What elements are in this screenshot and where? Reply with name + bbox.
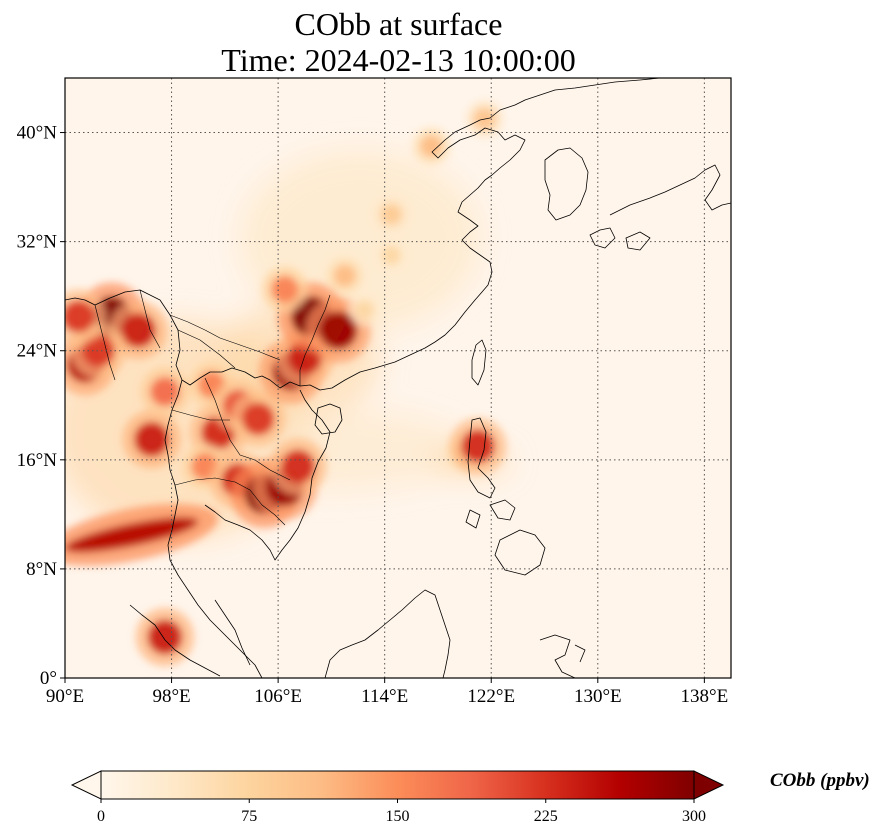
colorbar-tick-label: 300: [682, 808, 706, 825]
hotspot: [271, 275, 299, 303]
hotspot: [65, 300, 95, 333]
hotspot: [147, 619, 183, 655]
x-tick-label: 114°E: [361, 686, 408, 707]
x-tick-label: 130°E: [574, 686, 622, 707]
coastline-indochina: [164, 379, 331, 678]
colorbar-label: CObb (ppbv): [770, 770, 870, 791]
chart-subtitle: Time: 2024-02-13 10:00:00: [221, 42, 576, 78]
y-tick-label: 32°N: [17, 232, 58, 253]
border-lines: [94, 289, 331, 526]
x-tick-label: 90°E: [46, 686, 84, 707]
hotspot: [318, 311, 358, 350]
y-tick-label: 16°N: [17, 450, 58, 471]
map-frame: [64, 77, 732, 679]
plume-core: [65, 517, 199, 553]
coastline-korea: [544, 147, 589, 221]
colorbar-tick-label: 225: [534, 808, 558, 825]
colorbar-ticks: 0 75 150 225 300: [97, 799, 706, 825]
hotspot: [134, 422, 169, 457]
colorbar: 0 75 150 225 300 CObb (ppbv): [70, 770, 870, 825]
coastline-taiwan: [471, 339, 487, 386]
hotspot: [150, 377, 180, 407]
graticule: [65, 78, 731, 678]
coastline-japan: [589, 164, 731, 251]
hotspot: [420, 135, 443, 158]
coastline-visayas-mindanao: [465, 499, 546, 576]
hotspot: [382, 246, 401, 265]
colorbar-extend-max: [693, 770, 725, 800]
hotspot: [281, 449, 315, 484]
x-tick-label: 98°E: [152, 686, 190, 707]
coastline-sulawesi: [539, 634, 586, 678]
x-tick-label: 106°E: [254, 686, 302, 707]
hotspot: [461, 429, 495, 463]
colorbar-tick-label: 0: [97, 808, 105, 825]
hotspot: [241, 402, 275, 436]
hotspot: [355, 300, 374, 320]
colorbar-extend-min: [70, 770, 102, 800]
colorbar-tick-label: 75: [241, 808, 257, 825]
chart-title: CObb at surface: [294, 6, 503, 42]
hotspot: [381, 204, 402, 225]
x-tick-label: 138°E: [681, 686, 729, 707]
coastline-hainan: [314, 403, 343, 435]
hotspot: [121, 313, 156, 348]
y-tick-label: 8°N: [26, 559, 57, 580]
x-tick-label: 122°E: [467, 686, 515, 707]
hotspot: [333, 264, 356, 287]
hotspot: [82, 334, 115, 367]
latitude-ticks: 0° 8°N 16°N 24°N 32°N 40°N: [17, 123, 65, 689]
y-tick-label: 0°: [40, 668, 57, 689]
y-tick-label: 40°N: [17, 123, 58, 144]
coastline-luzon: [467, 417, 496, 499]
coastline-borneo: [324, 589, 451, 678]
coastline-sumatra-malay: [129, 599, 251, 677]
colorbar-gradient: [100, 770, 695, 800]
longitude-ticks: 90°E 98°E 106°E 114°E 122°E 130°E 138°E: [46, 678, 728, 707]
colorbar-tick-label: 150: [386, 808, 410, 825]
emission-hotspots: [65, 100, 507, 667]
y-tick-label: 24°N: [17, 341, 58, 362]
